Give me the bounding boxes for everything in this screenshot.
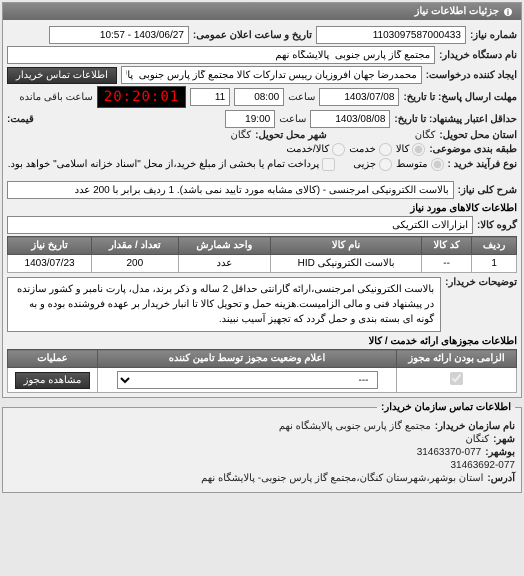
reply-time-field	[234, 88, 284, 106]
table-row: --- مشاهده مجوز	[8, 368, 517, 393]
status-select[interactable]: ---	[117, 371, 378, 389]
valid-date-field	[310, 110, 390, 128]
contact-buyer-button[interactable]: اطلاعات تماس خریدار	[7, 67, 117, 84]
panel-title: جزئیات اطلاعات نیاز	[415, 6, 499, 17]
view-permit-button[interactable]: مشاهده مجوز	[15, 372, 91, 389]
req-checkbox	[450, 372, 463, 385]
reply-day-field	[190, 88, 230, 106]
delivery-state-label: استان محل تحویل:	[439, 130, 517, 141]
datetime-field	[49, 26, 189, 44]
buyer-org-label: نام دستگاه خریدار:	[439, 50, 517, 61]
panel-body: شماره نیاز: تاریخ و ساعت اعلان عمومی: نا…	[3, 20, 521, 397]
group-field	[7, 216, 473, 234]
buyer-contact-legend: اطلاعات تماس سازمان خریدار:	[377, 402, 515, 413]
contact-addr: استان بوشهر،شهرستان کنگان،مجتمع گاز پارس…	[201, 473, 483, 484]
remain-label: ساعت باقی مانده	[19, 92, 92, 103]
contact-city: کنگان	[465, 434, 489, 445]
col-date: تاریخ نیاز	[8, 237, 92, 255]
contact-state-label: بوشهر:	[485, 447, 515, 458]
requester-field	[121, 66, 422, 84]
permits-section-title: اطلاعات مجوزهای ارائه خدمت / کالا	[7, 336, 517, 347]
radio-low	[431, 158, 444, 171]
need-details-panel: i جزئیات اطلاعات نیاز شماره نیاز: تاریخ …	[2, 2, 522, 398]
sell-type-label: نوع فرآیند خرید :	[448, 159, 517, 170]
valid-until-label: حداقل اعتبار پیشنهاد: تا تاریخ:	[394, 114, 517, 125]
col-req: الزامی بودن ارائه مجوز	[397, 350, 517, 368]
contact-org: مجتمع گاز پارس جنوبی پالایشگاه نهم	[279, 421, 431, 432]
buyer-notes-box: بالاست الکترونیکی امرجنسی،ارائه گارانتی …	[7, 277, 441, 332]
goods-section-title: اطلاعات کالاهای مورد نیاز	[7, 203, 517, 214]
permits-table: الزامی بودن ارائه مجوز اعلام وضعیت مجوز …	[7, 349, 517, 393]
reply-date-field	[319, 88, 399, 106]
desc-field	[7, 181, 454, 199]
reply-deadline-label: مهلت ارسال پاسخ: تا تاریخ:	[403, 92, 517, 103]
col-name: نام کالا	[271, 237, 422, 255]
valid-time-field	[225, 110, 275, 128]
budget-label: طبقه بندی موضوعی:	[429, 144, 517, 155]
treasury-checkbox	[322, 158, 335, 171]
info-icon: i	[503, 7, 513, 17]
radio-service	[379, 143, 392, 156]
reply-time-label: ساعت	[288, 92, 315, 103]
col-code: کد کالا	[421, 237, 471, 255]
buyer-notes-label: توضیحات خریدار:	[445, 277, 517, 288]
kogan2-value: کگان	[230, 130, 251, 141]
datetime-label: تاریخ و ساعت اعلان عمومی:	[193, 30, 312, 41]
col-unit: واحد شمارش	[178, 237, 271, 255]
radio-goods	[412, 143, 425, 156]
table-row: 1 -- بالاست الکترونیکی HID عدد 200 1403/…	[8, 255, 517, 273]
contact-org-label: نام سازمان خریدار:	[435, 421, 515, 432]
contact-addr-label: آدرس:	[487, 473, 515, 484]
radio-mid	[379, 158, 392, 171]
col-status: اعلام وضعیت مجوز توسط تامین کننده	[98, 350, 397, 368]
col-ops: عملیات	[8, 350, 98, 368]
goods-table: ردیف کد کالا نام کالا واحد شمارش تعداد /…	[7, 236, 517, 273]
col-row: ردیف	[472, 237, 517, 255]
number-field	[316, 26, 466, 44]
desc-label: شرح کلی نیاز:	[458, 185, 517, 196]
buyer-org-field	[7, 46, 435, 64]
contact-phone2: 31463692-077	[450, 460, 515, 471]
panel-header: i جزئیات اطلاعات نیاز	[3, 3, 521, 20]
group-label: گروه کالا:	[477, 220, 517, 231]
kogan-value: کگان	[415, 130, 436, 141]
price-label: قیمت:	[7, 114, 34, 125]
contact-city-label: شهر:	[493, 434, 515, 445]
requester-label: ایجاد کننده درخواست:	[426, 70, 517, 81]
number-label: شماره نیاز:	[470, 30, 517, 41]
countdown-timer: 20:20:01	[97, 86, 186, 108]
valid-time-label: ساعت	[279, 114, 306, 125]
radio-goods-service	[332, 143, 345, 156]
buyer-contact-fieldset: اطلاعات تماس سازمان خریدار: نام سازمان خ…	[2, 402, 522, 493]
contact-phone1: 31463370-077	[417, 447, 482, 458]
svg-text:i: i	[507, 8, 509, 17]
delivery-city-label: شهر محل تحویل:	[255, 130, 327, 141]
col-qty: تعداد / مقدار	[92, 237, 178, 255]
